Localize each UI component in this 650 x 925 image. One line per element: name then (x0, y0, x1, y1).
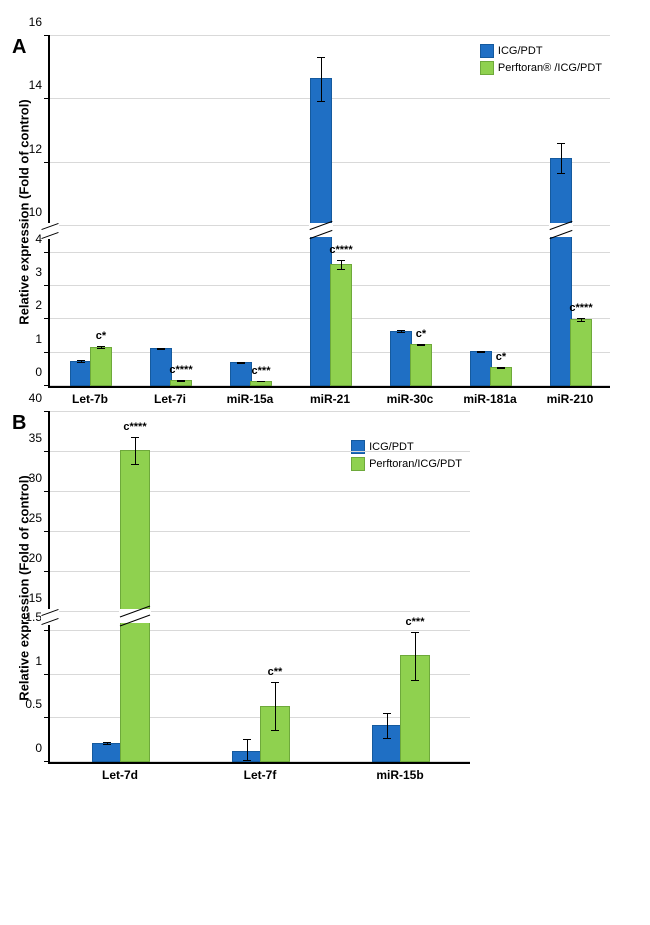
x-tick-label: miR-15a (227, 386, 274, 406)
x-tick-label: miR-15b (376, 762, 423, 782)
bar (70, 361, 92, 386)
bar (92, 743, 122, 763)
significance-label: c* (496, 351, 506, 363)
bar: c*** (400, 655, 430, 762)
legend-item-2: Perftoran/ICG/PDT (351, 457, 462, 471)
bar (390, 331, 412, 386)
chart-b: Relative expression (Fold of control) IC… (48, 412, 650, 764)
legend-swatch-green (351, 457, 365, 471)
x-tick-label: Let-7f (244, 762, 277, 782)
panel-b: B Relative expression (Fold of control) … (12, 412, 650, 764)
significance-label: c** (268, 666, 283, 678)
significance-label: c**** (123, 421, 146, 433)
x-tick-label: miR-181a (463, 386, 516, 406)
x-tick-label: miR-30c (387, 386, 434, 406)
bar: c**** (120, 450, 150, 762)
legend-swatch-blue (480, 44, 494, 58)
bar (550, 158, 572, 387)
bar: c**** (170, 380, 192, 386)
significance-label: c*** (406, 616, 425, 628)
bar (470, 351, 492, 386)
bar: c* (90, 347, 112, 386)
bar (230, 362, 252, 386)
bar (372, 725, 402, 762)
significance-label: c**** (569, 302, 592, 314)
legend-text-2: Perftoran® /ICG/PDT (498, 62, 602, 74)
significance-label: c* (416, 328, 426, 340)
bar: c** (260, 706, 290, 762)
significance-label: c*** (252, 365, 271, 377)
significance-label: c**** (169, 364, 192, 376)
bar: c**** (330, 264, 352, 386)
legend-swatch-green (480, 61, 494, 75)
x-tick-label: miR-21 (310, 386, 350, 406)
x-tick-label: Let-7i (154, 386, 186, 406)
bar (232, 751, 262, 762)
x-tick-label: Let-7d (102, 762, 138, 782)
chart-a: Relative expression (Fold of control) IC… (48, 36, 650, 388)
bar (310, 78, 332, 386)
bar: c**** (570, 319, 592, 386)
legend-a: ICG/PDT Perftoran® /ICG/PDT (480, 44, 602, 75)
legend-b: ICG/PDT Perftoran/ICG/PDT (351, 440, 462, 471)
legend-item-2: Perftoran® /ICG/PDT (480, 61, 602, 75)
x-tick-label: Let-7b (72, 386, 108, 406)
bar: c* (490, 367, 512, 386)
plot-area-b: ICG/PDT Perftoran/ICG/PDT 00.511.5152025… (48, 412, 470, 764)
x-tick-label: miR-210 (547, 386, 594, 406)
panel-a: A Relative expression (Fold of control) … (12, 36, 650, 388)
panel-a-label: A (12, 36, 26, 59)
bar: c* (410, 344, 432, 386)
panel-b-label: B (12, 412, 26, 435)
legend-text-2: Perftoran/ICG/PDT (369, 458, 462, 470)
plot-area-a: ICG/PDT Perftoran® /ICG/PDT 012341012141… (48, 36, 610, 388)
bar: c*** (250, 381, 272, 386)
significance-label: c**** (329, 244, 352, 256)
y-axis-label: Relative expression (Fold of control) (17, 475, 32, 700)
legend-text-1: ICG/PDT (498, 45, 543, 57)
legend-item-1: ICG/PDT (480, 44, 602, 58)
significance-label: c* (96, 330, 106, 342)
